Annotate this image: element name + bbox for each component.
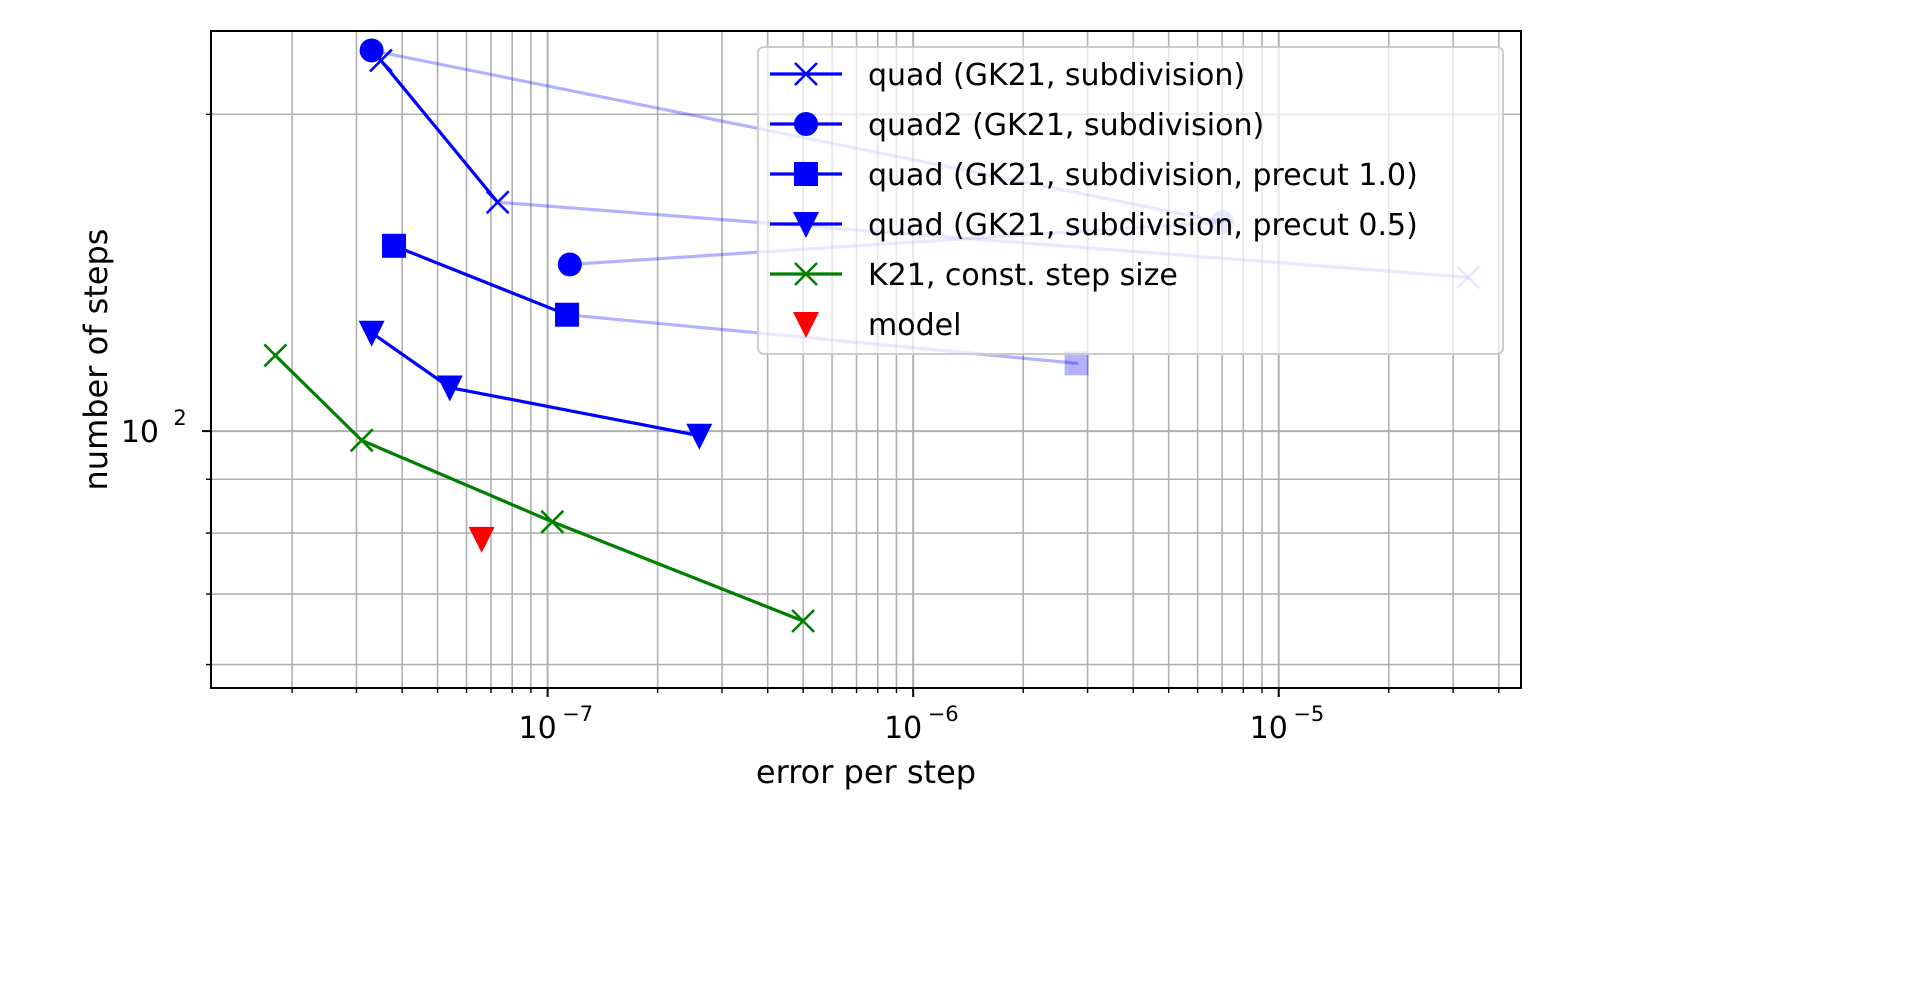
series-2-point [555, 302, 580, 327]
series-markers [263, 38, 1481, 633]
x-tick-label-exponent: −6 [928, 702, 959, 726]
series-4-point [263, 343, 288, 368]
legend-label: K21, const. step size [868, 258, 1178, 293]
series-4-line-segment [550, 519, 806, 624]
series-2-line-segment [391, 243, 570, 317]
series-5-point [468, 526, 495, 553]
legend-label: quad2 (GK21, subdivision) [868, 108, 1264, 143]
legend: quad (GK21, subdivision) quad2 (GK21, sub… [757, 46, 1504, 355]
x-tick-label: 10 −5 [1250, 702, 1325, 746]
legend-marker [793, 312, 819, 338]
legend-label: model [868, 308, 961, 343]
series-0-line-segment [378, 58, 500, 205]
x-tick-label-exponent: −7 [562, 702, 593, 726]
series-4-point [791, 609, 816, 633]
legend-entry: quad (GK21, subdivision, precut 0.5) [770, 208, 1418, 243]
legend-marker [794, 112, 818, 136]
legend-marker [794, 62, 818, 86]
x-tick-label-base: 10 [519, 711, 557, 746]
x-tick-label: 10 −7 [519, 702, 594, 746]
series-3-line-segment [369, 330, 453, 390]
series-4-line-segment [359, 438, 555, 524]
series-3-point [686, 423, 713, 450]
y-tick-label-base: 10 [121, 415, 159, 450]
series-4-point [349, 428, 374, 453]
legend-entry: K21, const. step size [770, 258, 1178, 293]
series-3-point [436, 375, 463, 402]
y-axis-label: number of steps [77, 229, 115, 491]
legend-entry: quad (GK21, subdivision, precut 1.0) [770, 158, 1418, 193]
x-tick-label-exponent: −5 [1293, 702, 1324, 726]
x-tick-label-base: 10 [1250, 711, 1288, 746]
series-4-point [540, 509, 565, 534]
x-tick-label: 10 −6 [884, 702, 959, 746]
series-1-point [359, 38, 384, 63]
x-axis-label: error per step [756, 753, 976, 791]
legend-marker [794, 162, 818, 186]
series-3-point [358, 320, 385, 347]
legend-box [757, 46, 1504, 355]
x-tick-label-base: 10 [884, 711, 922, 746]
y-tick-label-exponent: 2 [173, 406, 186, 430]
legend-marker [793, 212, 819, 238]
legend-entry: model [793, 308, 961, 343]
legend-entry: quad2 (GK21, subdivision) [770, 108, 1264, 143]
legend-entry: quad (GK21, subdivision) [770, 58, 1245, 93]
series-2-point [381, 233, 406, 258]
legend-label: quad (GK21, subdivision) [868, 58, 1245, 93]
series-0-point [485, 190, 510, 215]
legend-label: quad (GK21, subdivision, precut 0.5) [868, 208, 1418, 243]
legend-label: quad (GK21, subdivision, precut 1.0) [868, 158, 1418, 193]
series-3-line-segment [447, 385, 702, 438]
legend-marker [794, 262, 818, 286]
y-tick-label: 10 2 [121, 406, 187, 450]
plot-area-frame [210, 30, 1522, 689]
axis-ticks: 10 −7 10 −6 10 −510 2 [121, 113, 1500, 746]
series-2-point [1064, 351, 1089, 376]
series-1-point [557, 252, 582, 277]
series-4-line-segment [273, 353, 364, 443]
